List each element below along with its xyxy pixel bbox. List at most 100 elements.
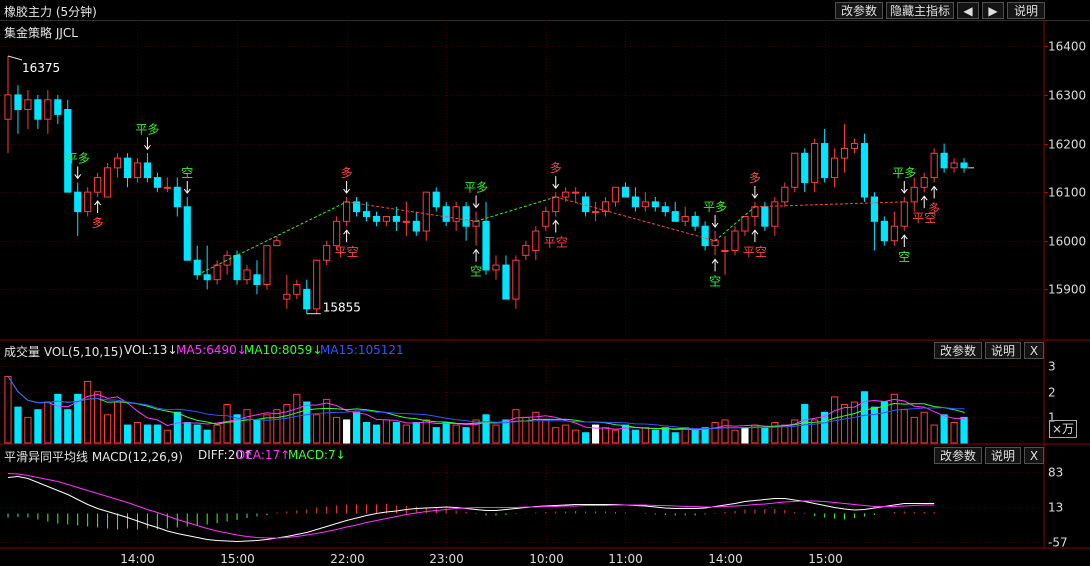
- signal-link: [555, 196, 716, 242]
- candle: [821, 128, 829, 183]
- candle-body: [492, 264, 500, 271]
- candle: [442, 201, 450, 227]
- candle: [133, 158, 142, 183]
- candle-body: [542, 211, 550, 227]
- arrow-left-icon[interactable]: ◀: [957, 2, 979, 19]
- volume-bar: [422, 419, 430, 444]
- candle: [462, 201, 470, 241]
- high-pointer: [7, 55, 23, 61]
- signal-label: 多: [341, 166, 353, 180]
- candle: [761, 201, 769, 232]
- candle-body: [273, 240, 281, 247]
- candle-body: [113, 157, 122, 169]
- volume-bar: [621, 424, 630, 444]
- candle-body: [791, 152, 799, 188]
- edit-params-button[interactable]: 改参数: [835, 2, 883, 19]
- candle-body: [572, 191, 580, 194]
- candle-body: [591, 211, 600, 214]
- signal-label: 空: [470, 265, 482, 279]
- candle-body: [432, 191, 440, 208]
- candle: [14, 85, 22, 134]
- candle: [422, 191, 430, 241]
- volume-bar: [362, 422, 371, 444]
- candle-body: [412, 220, 420, 232]
- candle: [671, 201, 679, 222]
- volume-bar: [213, 424, 221, 444]
- macd-help-button[interactable]: 说明: [985, 447, 1021, 464]
- x-tick-label: 22:00: [330, 552, 365, 566]
- candle-body: [293, 284, 301, 295]
- volume-bar: [960, 419, 968, 444]
- macd-pane-header: 平滑异同平均线 MACD(12,26,9) DIFF:20↑ DEA:17↑ M…: [0, 446, 1044, 464]
- signal-marker: 平多: [703, 200, 727, 228]
- candle-body: [84, 191, 92, 213]
- volume-bar: [681, 427, 689, 444]
- volume-bar: [711, 422, 719, 444]
- candle-body: [681, 215, 689, 222]
- candle: [303, 279, 311, 314]
- candle-body: [482, 220, 490, 271]
- high-label: 16375: [22, 61, 60, 75]
- candle: [372, 211, 381, 227]
- volume-bar: [223, 404, 231, 444]
- y-tick-label: 16000: [1048, 235, 1086, 249]
- y-tick-label: 83: [1048, 466, 1063, 480]
- candle-body: [173, 186, 181, 208]
- candle-body: [64, 109, 72, 193]
- candle-body: [631, 196, 639, 208]
- candle: [582, 192, 590, 217]
- candle-body: [94, 177, 102, 193]
- signal-label: 平多: [135, 122, 159, 136]
- signal-arrowhead: [74, 174, 82, 180]
- candle: [880, 216, 888, 246]
- volume-bar: [293, 393, 301, 444]
- volume-bar: [382, 419, 391, 444]
- ma15-value: MA15:105121: [320, 343, 404, 357]
- volume-bar: [54, 393, 62, 444]
- arrow-right-icon[interactable]: ▶: [982, 2, 1004, 19]
- volume-bar: [691, 429, 699, 444]
- candle: [920, 172, 928, 193]
- help-button[interactable]: 说明: [1007, 2, 1045, 19]
- candle: [352, 197, 361, 217]
- volume-bar: [113, 401, 122, 444]
- signal-link: [475, 196, 556, 222]
- volume-close-icon[interactable]: X: [1024, 342, 1044, 359]
- y-tick-label: -57: [1048, 536, 1068, 550]
- candle: [213, 260, 221, 285]
- candle: [253, 260, 261, 295]
- volume-bar: [631, 429, 639, 444]
- signal-marker: 多: [92, 200, 104, 230]
- signal-marker: 空: [709, 258, 721, 288]
- volume-bar: [880, 401, 888, 444]
- candle: [512, 255, 520, 309]
- volume-bar: [94, 391, 102, 444]
- candle: [601, 197, 610, 217]
- ma5-value: MA5:6490↓: [176, 343, 247, 357]
- signal-marker: 平多: [135, 122, 159, 151]
- candle-body: [143, 162, 152, 179]
- dea-line: [7, 473, 935, 539]
- candle-body: [651, 201, 659, 208]
- volume-bar: [900, 409, 908, 444]
- candle: [34, 94, 42, 129]
- volume-unit-button[interactable]: ×万: [1049, 420, 1077, 438]
- candle-body: [44, 99, 52, 120]
- candle: [631, 187, 639, 212]
- candle-body: [751, 206, 759, 217]
- macd-edit-params-button[interactable]: 改参数: [934, 447, 982, 464]
- volume-edit-params-button[interactable]: 改参数: [934, 342, 982, 359]
- macd-close-icon[interactable]: X: [1024, 447, 1044, 464]
- volume-bar: [811, 419, 819, 444]
- candle: [333, 216, 341, 251]
- volume-help-button[interactable]: 说明: [985, 342, 1021, 359]
- hide-main-indicator-button[interactable]: 隐藏主指标: [886, 2, 954, 19]
- candle-body: [850, 143, 859, 149]
- candle: [860, 133, 869, 202]
- volume-bar: [323, 398, 331, 444]
- candle: [24, 90, 32, 129]
- candle-body: [133, 162, 142, 179]
- signal-arrowhead: [920, 195, 928, 201]
- candle-body: [960, 162, 968, 169]
